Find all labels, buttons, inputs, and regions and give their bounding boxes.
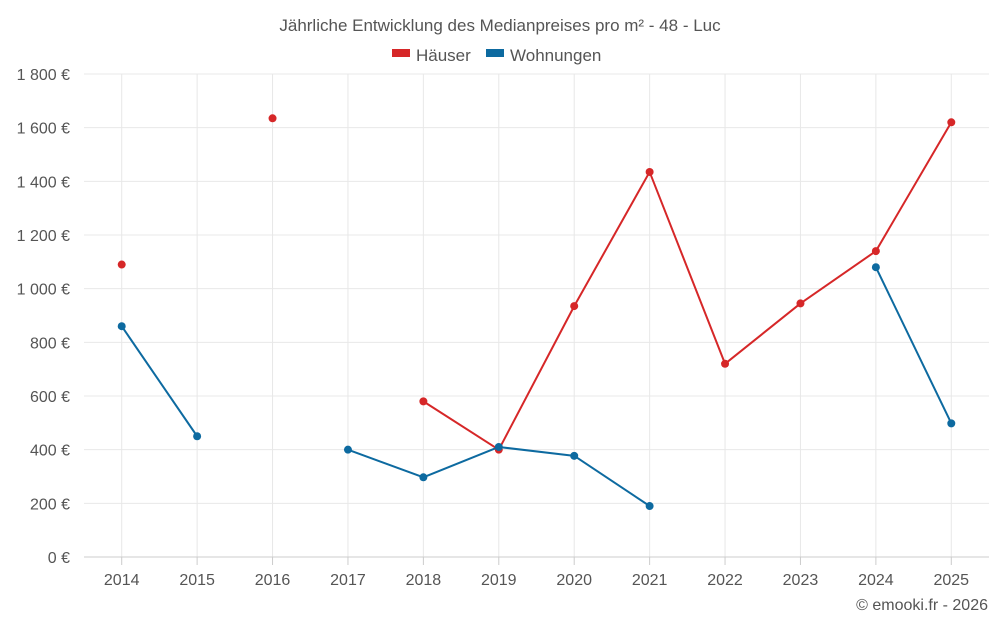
x-tick-label: 2014 bbox=[104, 572, 140, 589]
y-tick-label: 1 000 € bbox=[17, 282, 70, 299]
series-haeuser bbox=[117, 114, 956, 454]
copyright-text: © emooki.fr - 2026 bbox=[856, 597, 988, 614]
legend-item-haeuser[interactable]: Häuser bbox=[392, 46, 471, 65]
series-line-segment bbox=[724, 302, 802, 365]
x-tick-label: 2023 bbox=[783, 572, 819, 589]
series-line-segment bbox=[573, 170, 651, 308]
data-point[interactable] bbox=[343, 445, 352, 454]
data-point[interactable] bbox=[947, 118, 956, 127]
y-tick-label: 0 € bbox=[48, 550, 70, 567]
legend-swatch-wohnungen bbox=[486, 49, 504, 57]
y-tick-label: 1 600 € bbox=[17, 121, 70, 138]
data-point[interactable] bbox=[645, 502, 654, 511]
series-line-segment bbox=[497, 445, 576, 457]
data-point[interactable] bbox=[494, 442, 503, 451]
y-tick-label: 1 800 € bbox=[17, 67, 70, 84]
legend-swatch-haeuser bbox=[392, 49, 410, 57]
x-tick-label: 2018 bbox=[406, 572, 442, 589]
y-tick-label: 200 € bbox=[30, 496, 70, 513]
chart-title: Jährliche Entwicklung des Medianpreises … bbox=[279, 16, 721, 35]
x-tick-label: 2025 bbox=[933, 572, 969, 589]
data-point[interactable] bbox=[645, 167, 654, 176]
y-tick-label: 1 400 € bbox=[17, 174, 70, 191]
series-line-segment bbox=[799, 250, 877, 305]
x-tick-label: 2021 bbox=[632, 572, 668, 589]
x-tick-label: 2019 bbox=[481, 572, 517, 589]
x-tick-label: 2020 bbox=[556, 572, 592, 589]
series-wohnungen bbox=[117, 263, 956, 511]
series-line-segment bbox=[573, 454, 651, 508]
series-line-segment bbox=[497, 305, 576, 451]
data-point[interactable] bbox=[871, 247, 880, 256]
y-tick-label: 1 200 € bbox=[17, 228, 70, 245]
axes: 0 € 200 € 400 € 600 € 800 € 1 000 € 1 200 € 1 4… bbox=[17, 67, 989, 589]
y-tick-label: 800 € bbox=[30, 335, 70, 352]
data-point[interactable] bbox=[193, 432, 202, 441]
data-point[interactable] bbox=[947, 419, 956, 428]
legend-label-wohnungen: Wohnungen bbox=[510, 46, 601, 65]
data-point[interactable] bbox=[117, 322, 126, 331]
series-line-segment bbox=[422, 445, 500, 479]
x-tick-label: 2017 bbox=[330, 572, 366, 589]
data-point[interactable] bbox=[419, 397, 428, 406]
series-line-segment bbox=[422, 400, 500, 451]
data-point[interactable] bbox=[796, 299, 805, 308]
series bbox=[117, 114, 956, 511]
y-tick-label: 600 € bbox=[30, 389, 70, 406]
x-tick-label: 2024 bbox=[858, 572, 894, 589]
legend-item-wohnungen[interactable]: Wohnungen bbox=[486, 46, 601, 65]
series-line-segment bbox=[346, 448, 425, 479]
x-tick-label: 2022 bbox=[707, 572, 743, 589]
legend: Häuser Wohnungen bbox=[392, 46, 601, 65]
series-line-segment bbox=[874, 266, 953, 425]
grid bbox=[84, 73, 989, 557]
data-point[interactable] bbox=[268, 114, 277, 123]
x-tick-label: 2015 bbox=[179, 572, 215, 589]
data-point[interactable] bbox=[871, 263, 880, 272]
data-point[interactable] bbox=[419, 473, 428, 482]
series-line-segment bbox=[648, 170, 727, 365]
y-tick-label: 400 € bbox=[30, 443, 70, 460]
series-line-segment bbox=[874, 121, 953, 253]
data-point[interactable] bbox=[721, 359, 730, 368]
x-tick-label: 2016 bbox=[255, 572, 291, 589]
legend-label-haeuser: Häuser bbox=[416, 46, 471, 65]
series-line-segment bbox=[120, 325, 199, 438]
data-point[interactable] bbox=[117, 260, 126, 269]
data-point[interactable] bbox=[570, 451, 579, 460]
data-point[interactable] bbox=[570, 302, 579, 311]
